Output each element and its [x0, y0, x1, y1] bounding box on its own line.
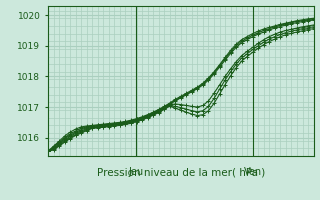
X-axis label: Pression niveau de la mer( hPa ): Pression niveau de la mer( hPa )	[97, 167, 265, 177]
Text: Ven: Ven	[244, 167, 261, 177]
Text: Jeu: Jeu	[128, 167, 143, 177]
